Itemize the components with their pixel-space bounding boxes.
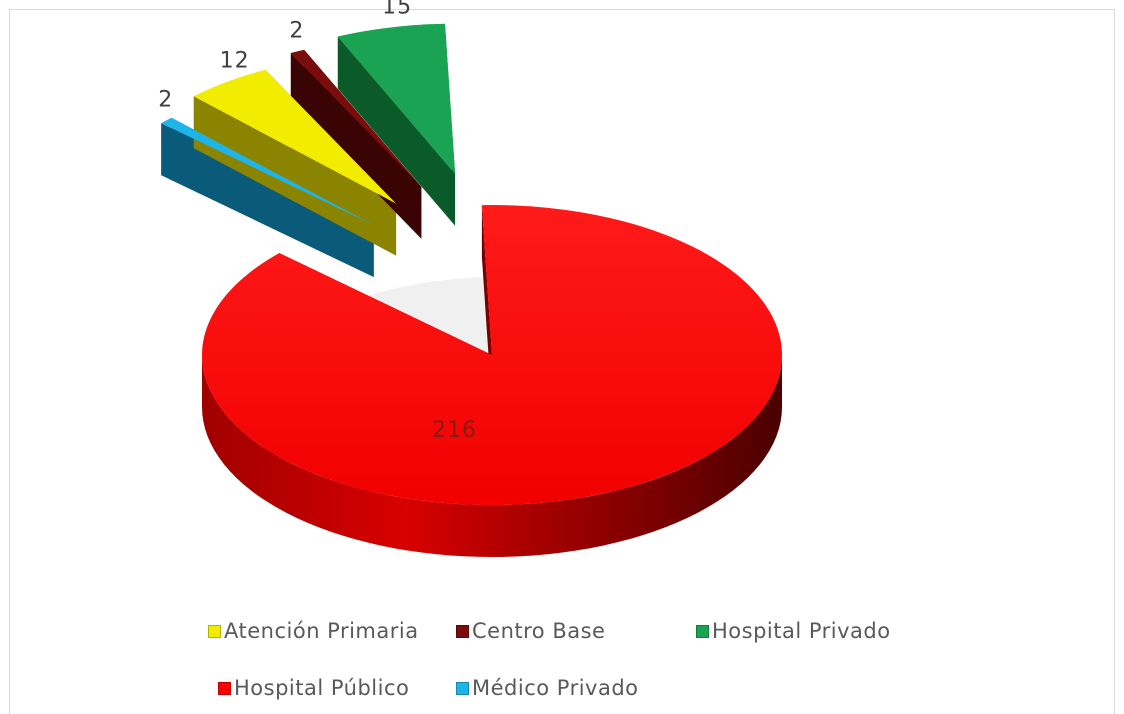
slice-wall-atencion-primaria <box>193 69 397 256</box>
legend-item-centro-base: Centro Base <box>456 618 605 644</box>
legend-swatch-medico-privado <box>456 681 469 695</box>
slice-atencion-primaria <box>193 69 397 204</box>
slice-wall-hospital-privado <box>337 23 456 226</box>
legend-label-hospital-publico: Hospital Público <box>234 676 410 700</box>
pie-slice-tops <box>161 23 783 506</box>
legend-swatch-hospital-privado <box>696 624 709 638</box>
legend-label-atencion-primaria: Atención Primaria <box>224 619 419 643</box>
slice-medico-privado <box>161 117 374 226</box>
legend-swatch-atencion-primaria <box>208 624 221 638</box>
legend-item-hospital-publico: Hospital Público <box>218 675 409 701</box>
legend-item-atencion-primaria: Atención Primaria <box>208 618 419 644</box>
data-label-hospital-privado: 15 <box>382 0 412 20</box>
slice-centro-base <box>290 49 422 187</box>
legend-item-medico-privado: Médico Privado <box>456 675 639 701</box>
slice-hospital-privado <box>337 23 456 174</box>
data-label-centro-base: 2 <box>289 18 304 43</box>
slice-side-hospital-publico <box>202 355 782 557</box>
data-label-hospital-publico: 216 <box>432 418 477 443</box>
legend-swatch-centro-base <box>456 624 469 638</box>
legend-item-hospital-privado: Hospital Privado <box>696 618 891 644</box>
legend-swatch-hospital-publico <box>218 681 231 695</box>
slice-wall-centro-base <box>290 49 422 239</box>
data-label-atencion-primaria: 12 <box>220 49 250 74</box>
legend-label-hospital-privado: Hospital Privado <box>712 619 891 643</box>
data-label-medico-privado: 2 <box>158 87 173 112</box>
legend-label-medico-privado: Médico Privado <box>472 676 639 700</box>
slice-hospital-publico <box>202 205 783 506</box>
legend-label-centro-base: Centro Base <box>472 619 606 643</box>
pie-data-labels: 216 2 12 2 15 <box>158 0 477 443</box>
